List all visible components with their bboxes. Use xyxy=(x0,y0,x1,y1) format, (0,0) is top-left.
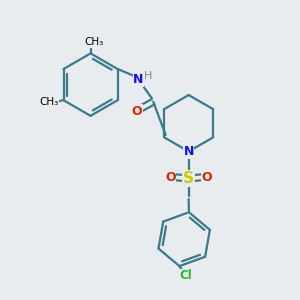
Text: H: H xyxy=(144,71,152,81)
Text: CH₃: CH₃ xyxy=(39,97,58,107)
Text: O: O xyxy=(202,171,212,184)
Text: S: S xyxy=(183,171,194,186)
Text: N: N xyxy=(184,145,194,158)
Text: Cl: Cl xyxy=(179,269,192,282)
Text: N: N xyxy=(133,73,144,86)
Text: CH₃: CH₃ xyxy=(85,37,104,47)
Text: O: O xyxy=(165,171,175,184)
Text: O: O xyxy=(132,105,142,118)
